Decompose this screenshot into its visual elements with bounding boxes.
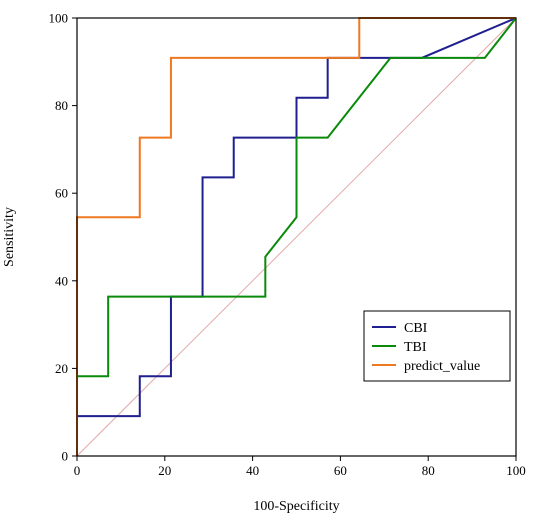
y-tick-label: 20 xyxy=(55,361,68,376)
reference-diagonal-line xyxy=(76,17,517,457)
legend: CBI TBI predict_value xyxy=(363,310,511,382)
y-tick-label: 100 xyxy=(49,11,69,26)
series-line-cbi xyxy=(76,17,517,456)
y-axis-title: Sensitivity xyxy=(2,207,17,267)
series-line-tbi xyxy=(76,17,517,456)
series-layer xyxy=(76,17,517,456)
legend-label: predict_value xyxy=(404,359,480,374)
legend-label: TBI xyxy=(404,340,427,355)
legend-label: CBI xyxy=(404,321,428,336)
x-axis-title: 100-Specificity xyxy=(253,499,339,514)
x-tick-label: 60 xyxy=(334,463,347,478)
x-tick-label: 100 xyxy=(506,463,526,478)
series-line-predict-value xyxy=(76,17,516,456)
reference-diagonal-layer xyxy=(76,17,517,457)
y-tick-label: 80 xyxy=(55,98,68,113)
x-tick-label: 40 xyxy=(246,463,259,478)
ticks-layer: 0 20 40 60 80 100 0 20 40 60 80 100 xyxy=(49,11,526,479)
x-tick-label: 0 xyxy=(74,463,81,478)
x-tick-label: 80 xyxy=(422,463,435,478)
plot-area-frame xyxy=(76,17,517,457)
y-tick-label: 40 xyxy=(55,273,68,288)
y-tick-label: 0 xyxy=(62,449,69,464)
x-tick-label: 20 xyxy=(158,463,171,478)
y-tick-label: 60 xyxy=(55,186,68,201)
